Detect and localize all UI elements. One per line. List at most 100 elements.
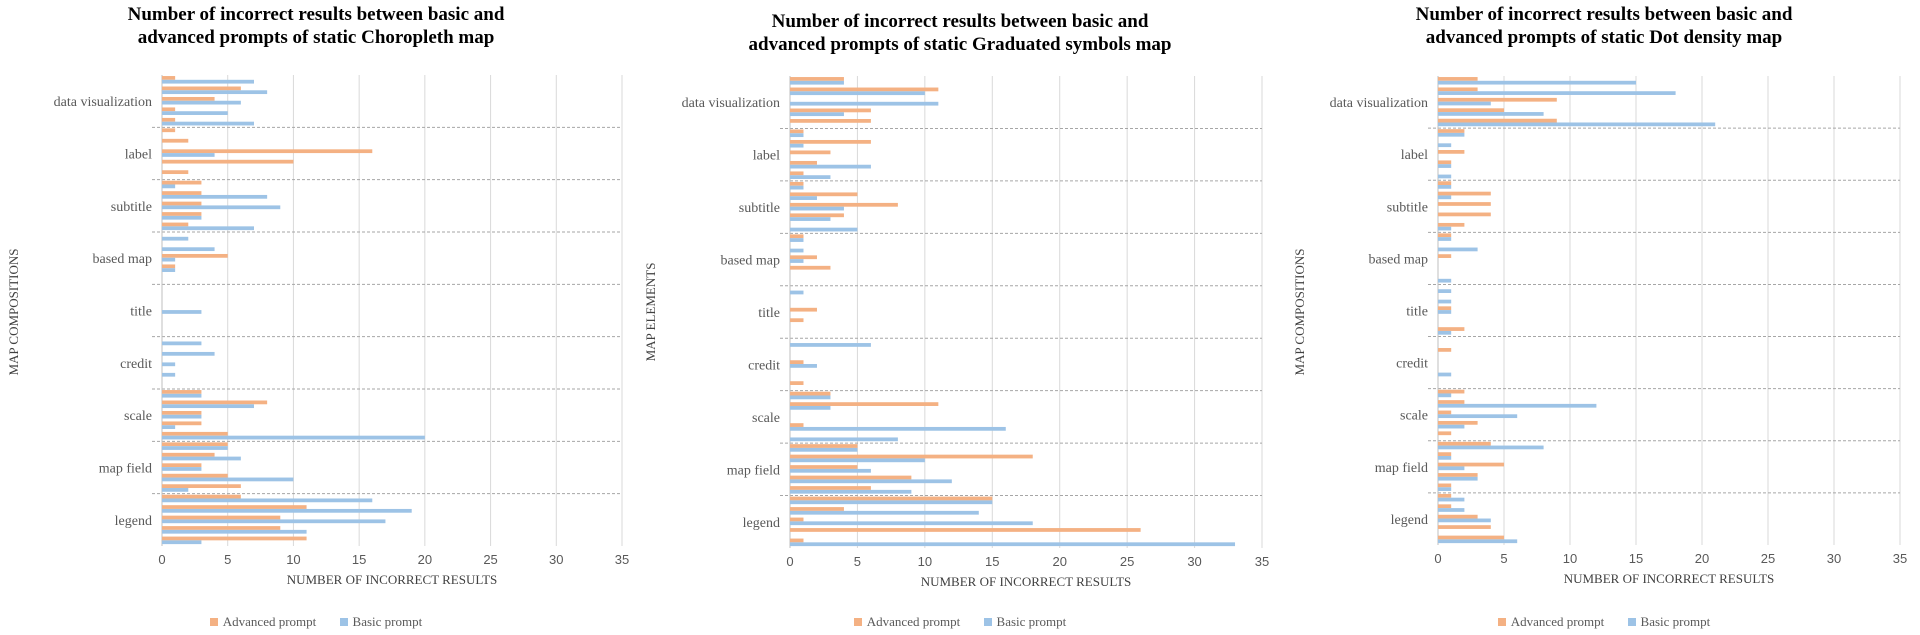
bar-basic-prompt	[162, 467, 202, 471]
bar-basic-prompt	[790, 510, 979, 515]
bar-advanced-prompt	[162, 390, 202, 394]
bar-advanced-prompt	[162, 253, 228, 258]
bar-basic-prompt	[790, 101, 939, 106]
bar-advanced-prompt	[790, 87, 939, 92]
bar-basic-prompt	[1438, 122, 1716, 127]
bar-basic-prompt	[162, 310, 202, 314]
bar-advanced-prompt	[790, 496, 993, 501]
bar-advanced-prompt	[162, 138, 189, 143]
bar-basic-prompt	[790, 133, 804, 138]
bar-basic-prompt	[162, 121, 254, 126]
bar-basic-prompt	[1438, 393, 1452, 398]
bar-basic-prompt	[790, 479, 952, 484]
bar-advanced-prompt	[1438, 77, 1478, 81]
bar-advanced-prompt	[790, 360, 804, 365]
category-label: data visualization	[1330, 96, 1428, 111]
bar-advanced-prompt	[1438, 400, 1465, 404]
bar-advanced-prompt	[162, 505, 307, 509]
bar-basic-prompt	[162, 79, 254, 84]
bar-basic-prompt	[1438, 195, 1452, 200]
bar-basic-prompt	[790, 405, 831, 410]
bar-basic-prompt	[790, 468, 871, 473]
bar-advanced-prompt	[790, 202, 898, 207]
category-label: title	[130, 305, 152, 320]
bar-basic-prompt	[790, 91, 925, 96]
x-tick-label: 20	[1052, 554, 1066, 569]
bar-advanced-prompt	[1438, 202, 1491, 206]
bar-basic-prompt	[162, 456, 241, 461]
chart-title: Number of incorrect results between basi…	[640, 10, 1280, 56]
bar-basic-prompt	[1438, 299, 1452, 304]
x-axis-title: NUMBER OF INCORRECT RESULTS	[287, 572, 498, 587]
bar-advanced-prompt	[162, 159, 294, 164]
x-tick-label: 0	[158, 552, 165, 567]
bar-advanced-prompt	[1438, 129, 1465, 133]
legend: Advanced prompt Basic prompt	[1288, 614, 1920, 630]
bar-basic-prompt	[1438, 101, 1491, 106]
bar-advanced-prompt	[162, 463, 202, 468]
bar-advanced-prompt	[162, 180, 202, 185]
bar-advanced-prompt	[162, 484, 241, 489]
bar-basic-prompt	[790, 489, 912, 494]
bar-advanced-prompt	[1438, 462, 1504, 467]
legend-label-advanced: Advanced prompt	[222, 614, 317, 629]
bar-basic-prompt	[162, 404, 254, 409]
bar-advanced-prompt	[790, 213, 844, 218]
bar-advanced-prompt	[162, 96, 215, 101]
category-label: scale	[124, 409, 152, 424]
bar-basic-prompt	[162, 435, 425, 440]
bar-basic-prompt	[162, 184, 176, 189]
bar-basic-prompt	[162, 362, 176, 367]
x-tick-label: 15	[1629, 551, 1643, 566]
bar-advanced-prompt	[790, 507, 844, 511]
bar-basic-prompt	[162, 508, 412, 513]
bar-basic-prompt	[1438, 278, 1452, 283]
bar-basic-prompt	[790, 343, 871, 347]
bar-advanced-prompt	[162, 212, 202, 216]
category-label: data visualization	[54, 95, 152, 110]
bar-basic-prompt	[162, 236, 189, 241]
bar-advanced-prompt	[1438, 535, 1504, 540]
x-tick-label: 10	[918, 554, 932, 569]
bar-advanced-prompt	[1438, 473, 1478, 477]
chart-panel-graduated-symbols: Number of incorrect results between basi…	[640, 0, 1280, 635]
legend-swatch-basic	[983, 618, 992, 626]
bar-advanced-prompt	[790, 391, 831, 396]
bar-basic-prompt	[1438, 310, 1452, 314]
bar-advanced-prompt	[1438, 181, 1452, 186]
x-tick-label: 15	[985, 554, 999, 569]
category-label: scale	[752, 411, 780, 426]
bar-advanced-prompt	[162, 76, 176, 80]
y-axis-title: MAP COMPOSITIONS	[6, 248, 21, 375]
x-tick-label: 5	[224, 552, 231, 567]
legend-label-advanced: Advanced prompt	[866, 614, 961, 629]
bar-basic-prompt	[162, 414, 202, 419]
bar-basic-prompt	[162, 446, 228, 450]
category-label: map field	[99, 462, 152, 477]
bar-advanced-prompt	[162, 201, 202, 206]
x-tick-label: 35	[615, 552, 629, 567]
bar-advanced-prompt	[790, 444, 858, 448]
bar-advanced-prompt	[790, 77, 844, 81]
bar-basic-prompt	[790, 112, 844, 117]
x-axis-title: NUMBER OF INCORRECT RESULTS	[1564, 571, 1775, 586]
category-label: data visualization	[682, 96, 780, 111]
bar-advanced-prompt	[1438, 306, 1452, 311]
bar-advanced-prompt	[162, 170, 189, 175]
category-label: based map	[721, 254, 780, 269]
bar-advanced-prompt	[790, 171, 804, 176]
legend-swatch-advanced	[1497, 618, 1506, 626]
bar-advanced-prompt	[790, 119, 871, 123]
x-tick-label: 0	[1434, 551, 1441, 566]
x-tick-label: 0	[786, 554, 793, 569]
bar-advanced-prompt	[790, 108, 871, 113]
bar-basic-prompt	[162, 341, 202, 346]
x-tick-label: 15	[352, 552, 366, 567]
bar-advanced-prompt	[1438, 191, 1491, 196]
bar-advanced-prompt	[790, 150, 831, 155]
bar-advanced-prompt	[162, 400, 268, 405]
bar-basic-prompt	[790, 395, 831, 400]
bar-advanced-prompt	[790, 265, 831, 270]
bar-basic-prompt	[1438, 424, 1465, 429]
x-tick-label: 25	[1761, 551, 1775, 566]
